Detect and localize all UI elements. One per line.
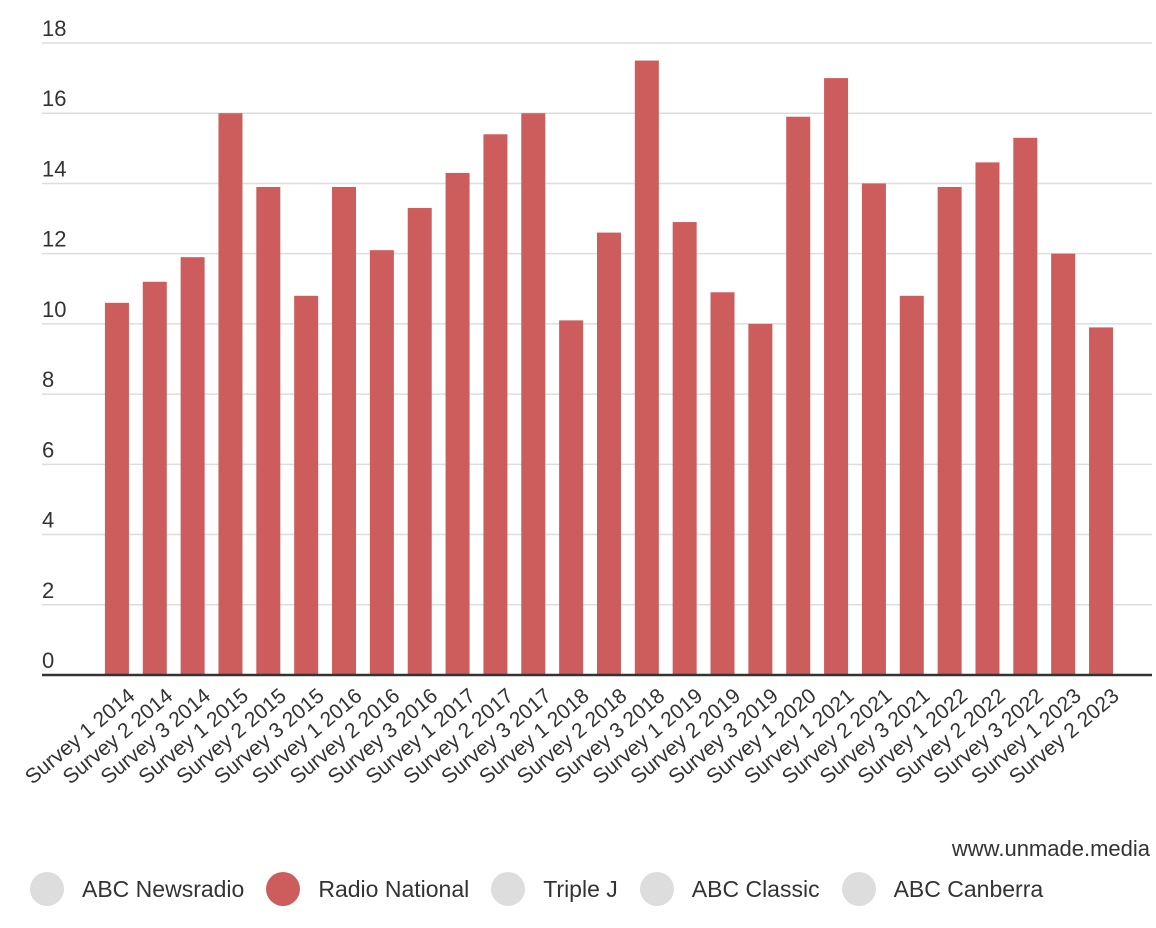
bar <box>294 295 319 675</box>
bar <box>559 320 584 675</box>
legend-swatch-icon <box>491 872 526 906</box>
legend-item[interactable]: ABC Classic <box>639 872 820 906</box>
source-credit: www.unmade.media <box>951 836 1150 861</box>
y-tick-label: 0 <box>42 648 54 673</box>
bar <box>672 222 697 676</box>
y-tick-label: 2 <box>42 578 54 603</box>
bar <box>748 323 773 675</box>
y-tick-label: 14 <box>42 156 66 181</box>
legend-swatch-icon <box>841 872 876 906</box>
y-tick-label: 18 <box>42 16 66 41</box>
legend-swatch-icon <box>639 872 674 906</box>
legend-swatch-icon <box>266 872 301 906</box>
y-axis-ticks: 0 2 4 6 8 10 12 14 16 18 <box>42 16 66 673</box>
legend-label: ABC Classic <box>691 875 820 902</box>
y-tick-label: 16 <box>42 86 66 111</box>
bar <box>521 113 546 675</box>
bar <box>104 302 129 675</box>
bar <box>218 113 243 675</box>
legend-item[interactable]: ABC Canberra <box>841 872 1044 906</box>
bar <box>710 292 735 675</box>
bar <box>634 60 659 676</box>
bar <box>332 186 357 675</box>
bar <box>483 134 508 676</box>
y-tick-label: 8 <box>42 367 54 392</box>
bar <box>861 183 886 675</box>
legend-item[interactable]: Radio National <box>266 872 469 906</box>
legend-label: Radio National <box>318 875 470 902</box>
bar <box>407 208 432 675</box>
y-tick-label: 10 <box>42 297 66 322</box>
legend-item[interactable]: ABC Newsradio <box>30 872 244 906</box>
bar <box>937 186 962 675</box>
bar <box>142 281 167 675</box>
bar <box>786 116 811 675</box>
legend: ABC Newsradio Radio National Triple J ABC C… <box>30 872 1065 906</box>
legend-label: ABC Newsradio <box>82 875 245 902</box>
y-tick-label: 4 <box>42 508 54 533</box>
legend-item[interactable]: Triple J <box>491 872 618 906</box>
bar <box>975 162 1000 675</box>
bar <box>369 250 394 675</box>
bar <box>445 172 470 675</box>
bar <box>1089 327 1114 675</box>
bar <box>824 78 849 676</box>
bar <box>180 257 205 675</box>
legend-label: ABC Canberra <box>893 875 1044 902</box>
y-tick-label: 6 <box>42 437 54 462</box>
bar <box>1051 253 1076 675</box>
bars <box>104 60 1114 676</box>
bar <box>899 295 924 675</box>
bar <box>256 186 281 675</box>
bar <box>1013 137 1038 676</box>
bar <box>596 232 621 675</box>
y-tick-label: 12 <box>42 227 66 252</box>
legend-label: Triple J <box>543 875 618 902</box>
legend-swatch-icon <box>30 872 64 906</box>
